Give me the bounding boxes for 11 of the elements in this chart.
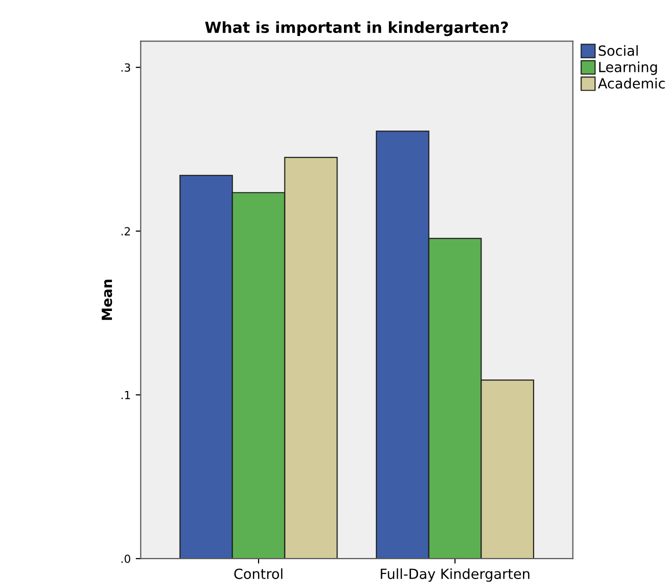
y-tick-label: .3: [122, 63, 130, 72]
x-tick-label: Control: [234, 568, 282, 580]
chart-title: What is important in kindergarten?: [205, 21, 508, 36]
legend-label: Academic: [598, 78, 665, 89]
x-tick-label: Full-Day Kindergarten: [380, 568, 530, 582]
y-axis-title: Mean: [102, 280, 112, 320]
y-tick-label: .2: [122, 227, 130, 236]
y-tick-label: .1: [122, 390, 130, 400]
legend-label: Social: [598, 45, 638, 56]
legend-label: Learning: [599, 62, 657, 75]
y-tick-label: .0: [122, 554, 130, 563]
